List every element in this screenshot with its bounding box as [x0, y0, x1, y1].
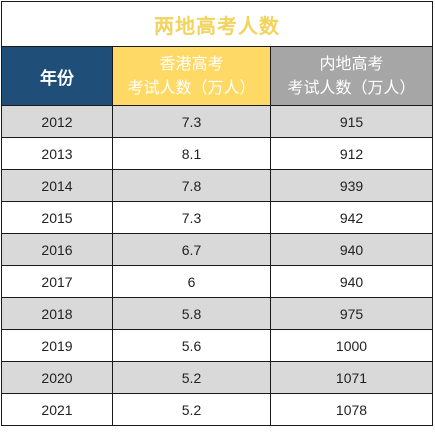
cell-year: 2017 [1, 265, 113, 298]
cell-hk: 7.3 [112, 201, 271, 234]
cell-year: 2014 [1, 169, 113, 202]
table-row: 2014 7.8 939 [1, 169, 434, 202]
table-title: 两地高考人数 [0, 1, 434, 47]
table-row: 2018 5.8 975 [1, 297, 434, 330]
cell-hk: 8.1 [112, 137, 271, 170]
cell-year: 2012 [1, 105, 113, 138]
cell-mainland: 1078 [269, 393, 434, 426]
cell-mainland: 940 [269, 265, 434, 298]
cell-mainland: 975 [269, 297, 434, 330]
cell-mainland: 940 [269, 233, 434, 266]
cell-hk: 5.2 [112, 393, 271, 426]
header-year: 年份 [1, 46, 113, 106]
cell-year: 2019 [1, 329, 113, 362]
cell-hk: 5.8 [112, 297, 271, 330]
header-ml-line1: 内地高考 [319, 54, 384, 73]
table-row: 2017 6 940 [1, 265, 434, 298]
table-row: 2015 7.3 942 [1, 201, 434, 234]
cell-hk: 6 [112, 265, 271, 298]
cell-mainland: 1000 [269, 329, 434, 362]
table-row: 2012 7.3 915 [1, 105, 434, 138]
cell-mainland: 912 [269, 137, 434, 170]
header-ml-line2: 考试人数（万人） [287, 78, 416, 97]
cell-hk: 7.3 [112, 105, 271, 138]
table-row: 2020 5.2 1071 [1, 361, 434, 394]
cell-mainland: 915 [269, 105, 434, 138]
table-row: 2016 6.7 940 [1, 233, 434, 266]
header-hk-line2: 考试人数（万人） [127, 78, 256, 97]
cell-year: 2021 [1, 393, 113, 426]
header-mainland: 内地高考 考试人数（万人） [269, 46, 434, 106]
cell-hk: 5.2 [112, 361, 271, 394]
exam-count-table: 两地高考人数 年份 香港高考 考试人数（万人） 内地高考 考试人数（万人） 20… [0, 1, 434, 426]
title-row: 两地高考人数 [0, 1, 434, 47]
cell-hk: 5.6 [112, 329, 271, 362]
cell-mainland: 939 [269, 169, 434, 202]
header-row: 年份 香港高考 考试人数（万人） 内地高考 考试人数（万人） [1, 46, 434, 106]
cell-hk: 7.8 [112, 169, 271, 202]
cell-hk: 6.7 [112, 233, 271, 266]
table-row: 2019 5.6 1000 [1, 329, 434, 362]
cell-year: 2015 [1, 201, 113, 234]
header-hk-line1: 香港高考 [159, 54, 224, 73]
cell-mainland: 1071 [269, 361, 434, 394]
cell-year: 2020 [1, 361, 113, 394]
table-row: 2013 8.1 912 [1, 137, 434, 170]
cell-year: 2016 [1, 233, 113, 266]
cell-year: 2013 [1, 137, 113, 170]
cell-mainland: 942 [269, 201, 434, 234]
cell-year: 2018 [1, 297, 113, 330]
header-hk: 香港高考 考试人数（万人） [112, 46, 271, 106]
table-row: 2021 5.2 1078 [1, 393, 434, 426]
